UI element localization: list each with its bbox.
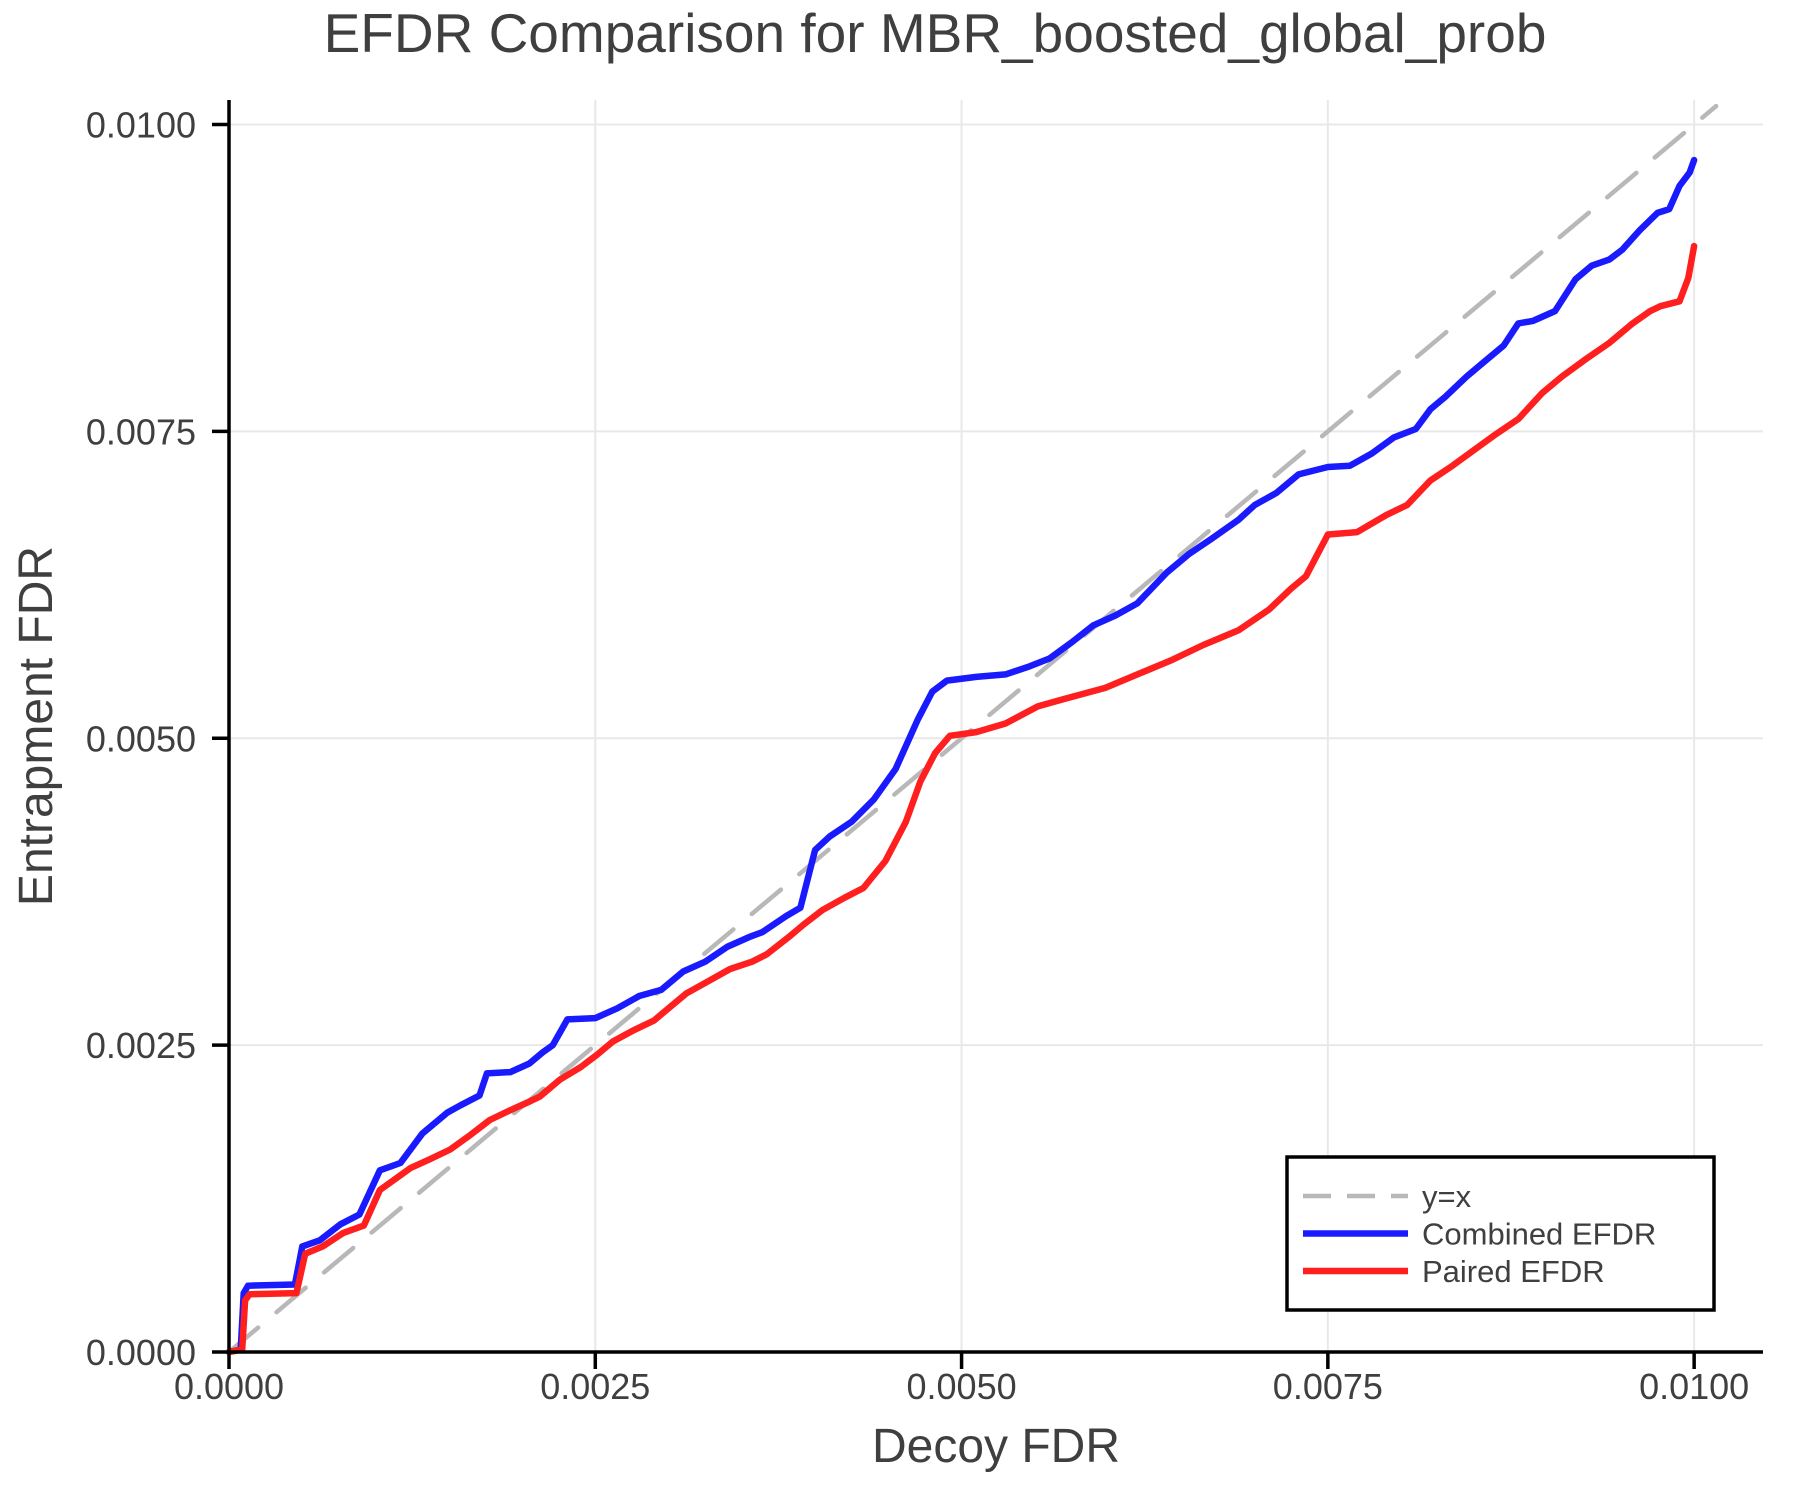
chart-title: EFDR Comparison for MBR_boosted_global_p… [324,2,1547,64]
x-tick-label: 0.0075 [1273,1366,1383,1407]
series-lines [225,103,1719,1356]
y-tick-label: 0.0050 [86,718,196,759]
y-tick-label: 0.0075 [86,411,196,452]
legend-label: Paired EFDR [1422,1254,1605,1289]
y-tick-label: 0.0100 [86,105,196,146]
series-line-paired-efdr [225,242,1698,1356]
x-tick-label: 0.0050 [907,1366,1017,1407]
x-tick-label: 0.0000 [174,1366,284,1407]
y-axis-label: Entrapment FDR [10,546,63,906]
y-tick-label: 0.0025 [86,1025,196,1066]
tick-labels: 0.0000 0.0025 0.0050 0.0075 0.0100 0.0000 0.00… [86,105,1749,1407]
series-line-y-x [226,103,1719,1355]
y-tick-label: 0.0000 [86,1332,196,1373]
legend-label: Combined EFDR [1422,1217,1656,1252]
x-tick-label: 0.0100 [1639,1366,1749,1407]
x-tick-label: 0.0025 [540,1366,650,1407]
x-axis-label: Decoy FDR [872,1420,1120,1473]
series-line-combined-efdr [225,156,1698,1356]
legend-label: y=x [1422,1179,1472,1214]
axes [212,100,1763,1369]
